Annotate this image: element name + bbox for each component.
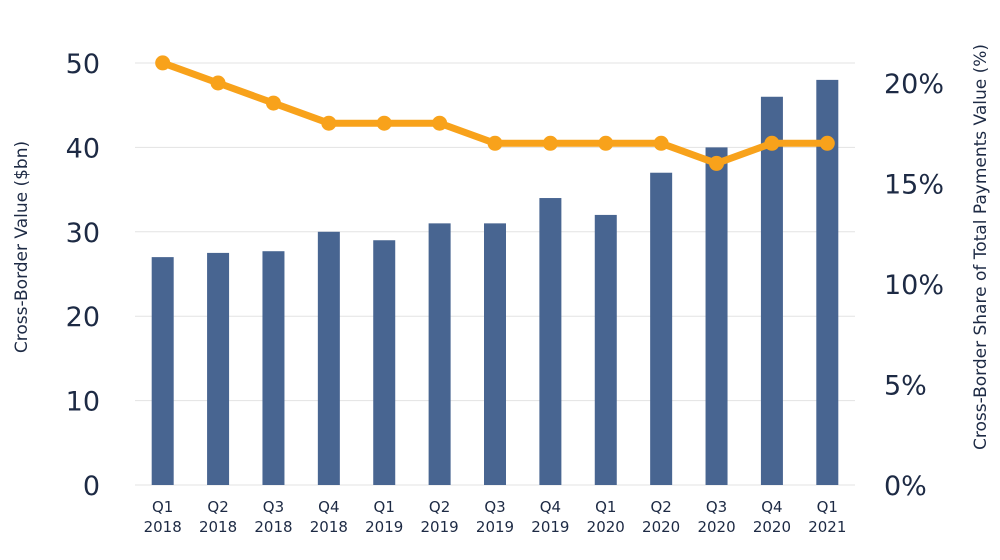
x-tick-label: Q4 2019: [531, 498, 569, 536]
bar: [317, 231, 340, 485]
bar: [594, 214, 617, 486]
tick-labels: 0 10 20 30 40 50 0% 5% 10% 15% 20% Q1 2018 Q2 2018 Q3 20…: [66, 49, 944, 536]
x-tick-label: Q2 2018: [199, 498, 237, 536]
x-tick-label: Q2 2020: [642, 498, 680, 536]
line-point: [487, 135, 503, 151]
line-point: [376, 115, 392, 131]
bar: [650, 172, 673, 485]
bar: [207, 252, 230, 485]
right-tick-label: 5%: [884, 371, 927, 402]
line-point: [265, 95, 281, 111]
bar: [151, 257, 174, 485]
x-tick-label: Q1 2019: [365, 498, 403, 536]
line-point: [321, 115, 337, 131]
right-axis-title: Cross-Border Share of Total Payments Val…: [971, 44, 991, 450]
left-tick-label: 30: [66, 218, 100, 249]
left-tick-label: 50: [66, 49, 100, 80]
left-tick-label: 10: [66, 387, 100, 418]
bar: [816, 79, 839, 485]
bar: [428, 223, 451, 486]
line-point: [598, 135, 614, 151]
x-tick-label: Q1 2020: [587, 498, 625, 536]
right-tick-label: 20%: [884, 69, 944, 100]
bar-series: [151, 79, 839, 486]
left-tick-label: 0: [83, 471, 100, 502]
right-tick-label: 0%: [884, 471, 927, 502]
x-tick-label: Q2 2019: [421, 498, 459, 536]
bar: [484, 223, 506, 486]
right-tick-label: 10%: [884, 270, 944, 301]
line-point: [432, 115, 448, 131]
line-point: [653, 135, 669, 151]
x-tick-label: Q4 2018: [310, 498, 348, 536]
left-tick-label: 20: [66, 302, 100, 333]
line-point: [819, 135, 835, 151]
x-tick-label: Q3 2020: [697, 498, 735, 536]
bar: [705, 147, 728, 485]
left-axis-title: Cross-Border Value ($bn): [12, 141, 32, 353]
bar: [539, 198, 562, 486]
bar: [760, 96, 783, 485]
x-tick-label: Q3 2019: [476, 498, 514, 536]
left-tick-label: 40: [66, 133, 100, 164]
right-tick-label: 15%: [884, 170, 944, 201]
x-tick-label: Q3 2018: [254, 498, 292, 536]
line-series: [155, 55, 835, 171]
line-point: [764, 135, 780, 151]
x-tick-label: Q1 2021: [808, 498, 846, 536]
line-point: [210, 75, 226, 91]
line-point: [155, 55, 171, 71]
x-tick-label: Q4 2020: [753, 498, 791, 536]
bar: [262, 251, 285, 485]
bar: [373, 240, 396, 485]
x-tick-label: Q1 2018: [144, 498, 182, 536]
line-point: [709, 155, 725, 171]
line-point: [542, 135, 558, 151]
